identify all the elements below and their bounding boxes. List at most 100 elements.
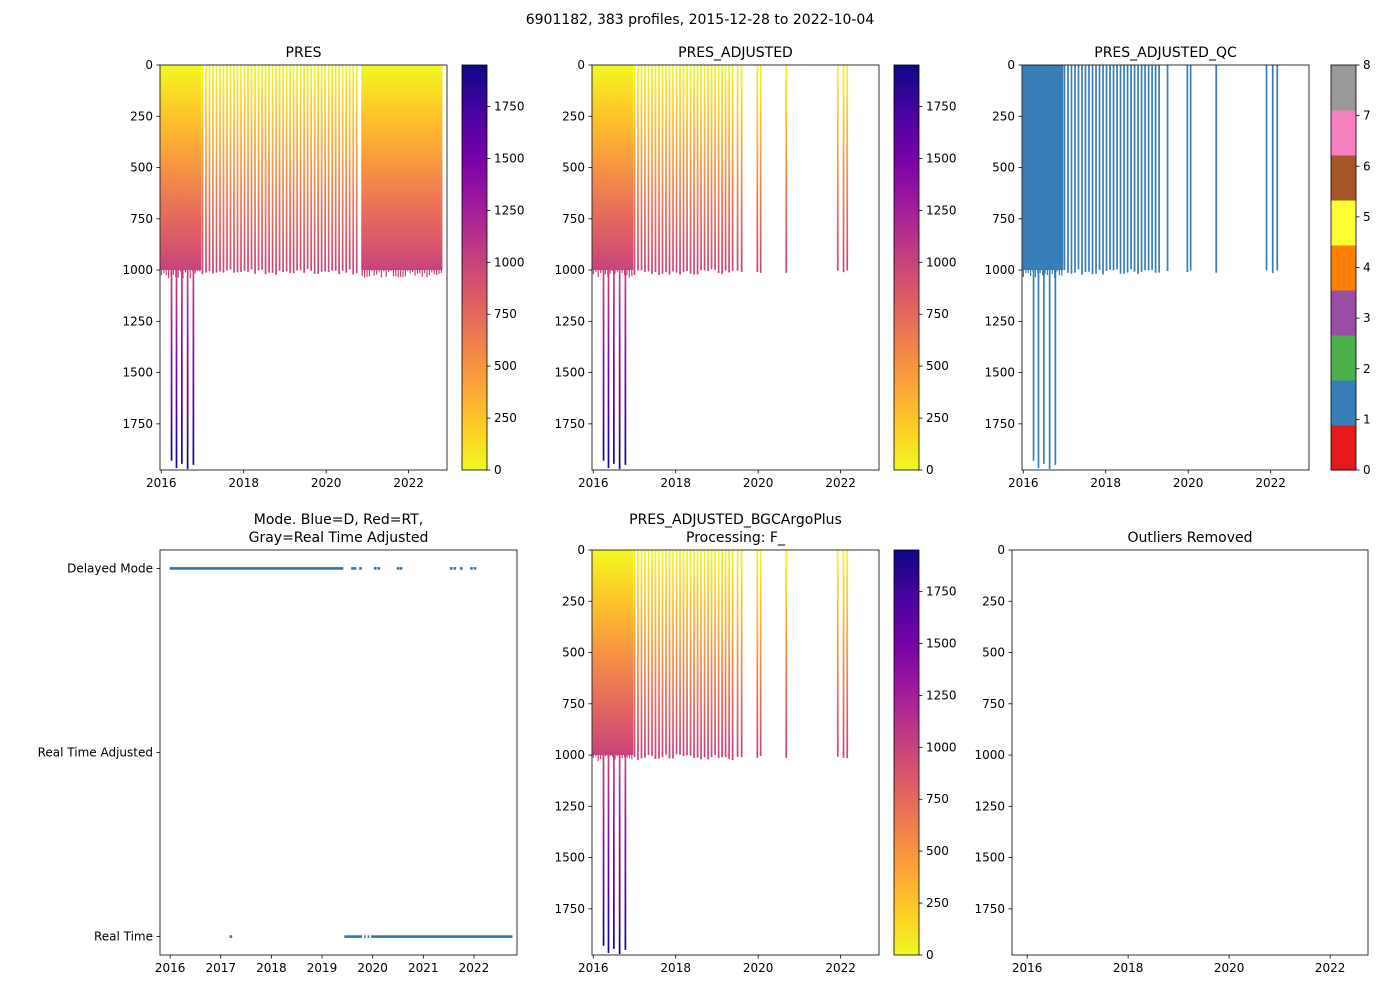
- tick-label: 0: [926, 463, 934, 477]
- panel-mode: 2016 2017 2018 2019 2020 2021 2022 Delayed Mode…: [38, 549, 518, 975]
- profile-line: [1084, 65, 1087, 272]
- profile-bottom-spike: [1056, 267, 1058, 272]
- profile-bottom-spike: [368, 267, 371, 277]
- tick-label: 0: [494, 463, 502, 477]
- profile-line: [661, 550, 664, 758]
- tick-label: 500: [926, 844, 949, 858]
- tick-label: 1250: [974, 799, 1005, 813]
- real-time-dot: [229, 935, 233, 938]
- profile-line: [633, 65, 636, 276]
- profile-bottom-spike: [402, 267, 404, 278]
- panel-title-pres-adjusted-qc: PRES_ADJUSTED_QC: [1094, 45, 1237, 61]
- profile-line: [1215, 65, 1218, 273]
- tick-label: 2020: [311, 476, 342, 490]
- profile-line: [602, 550, 605, 946]
- tick-label: 750: [562, 697, 585, 711]
- axes-frame: [1011, 549, 1369, 956]
- profile-line: [334, 65, 337, 271]
- profile-line: [1091, 65, 1094, 275]
- tick-label: 1250: [122, 314, 153, 328]
- tick-label: 250: [992, 109, 1015, 123]
- profile-line: [717, 65, 720, 274]
- tick-label: 750: [494, 307, 517, 321]
- profile-line: [842, 550, 845, 758]
- profile-line: [1166, 65, 1169, 272]
- tick-label: 5: [1363, 210, 1371, 224]
- profile-bottom-spike: [172, 267, 175, 275]
- tick-label: 1000: [494, 255, 525, 269]
- profile-bottom-spike: [592, 752, 595, 758]
- tick-label: 2016: [578, 961, 609, 975]
- profile-bottom-spike: [380, 267, 383, 278]
- profile-line: [682, 550, 685, 756]
- profile-line: [338, 65, 341, 275]
- profile-bottom-spike: [595, 752, 597, 757]
- colorbar-frame: [1330, 64, 1357, 471]
- profile-bottom-spike: [414, 267, 416, 276]
- profile-line: [618, 550, 621, 954]
- profile-bottom-spike: [371, 267, 373, 272]
- tick-label: 2018: [1090, 476, 1121, 490]
- colorbar-gradient: [894, 550, 919, 955]
- profile-line: [275, 65, 277, 275]
- profile-line: [717, 550, 720, 759]
- tick-label: 1750: [926, 100, 957, 114]
- profile-bottom-spike: [424, 267, 426, 274]
- profile-line: [693, 65, 695, 275]
- tick-label: 1000: [984, 263, 1015, 277]
- profile-bottom-spike: [621, 267, 623, 273]
- profile-line: [759, 65, 762, 273]
- profile-bottom-spike: [416, 267, 419, 274]
- dense-profile-block: [592, 550, 634, 756]
- profile-line: [836, 65, 839, 271]
- profile-line: [624, 550, 627, 950]
- profile-line: [714, 65, 716, 270]
- profile-bottom-spike: [1044, 267, 1046, 275]
- real-time-segment: [364, 935, 366, 938]
- tick-label: 4: [1363, 261, 1371, 275]
- profile-line: [317, 65, 319, 274]
- tick-label: 500: [130, 161, 153, 175]
- profile-line: [303, 65, 305, 273]
- profile-bottom-spike: [426, 267, 428, 278]
- tick-label: 500: [982, 646, 1005, 660]
- profile-line: [736, 65, 739, 271]
- profile-line: [348, 65, 351, 270]
- profile-line: [1276, 65, 1279, 271]
- profile-line: [665, 65, 667, 273]
- tick-label: 2018: [660, 476, 691, 490]
- profile-line: [310, 65, 312, 271]
- tick-label: 1500: [926, 151, 957, 165]
- profile-line: [254, 65, 256, 274]
- profile-line: [345, 65, 348, 273]
- profile-line: [654, 550, 657, 759]
- profile-line: [296, 65, 298, 271]
- tick-label: Delayed Mode: [67, 561, 153, 575]
- tick-label: 2022: [393, 476, 424, 490]
- profile-line: [1154, 65, 1157, 273]
- profile-line: [1119, 65, 1122, 274]
- profile-bottom-spike: [412, 267, 414, 272]
- profile-line: [186, 65, 189, 469]
- profile-line: [1137, 65, 1139, 275]
- profile-line: [181, 65, 183, 464]
- tick-label: 1500: [122, 366, 153, 380]
- real-time-segment: [344, 935, 363, 938]
- tick-label: 2016: [1008, 476, 1039, 490]
- delayed-mode-dot: [351, 567, 354, 570]
- profile-line: [679, 550, 681, 755]
- profile-line: [731, 65, 734, 271]
- profile-line: [1151, 65, 1153, 271]
- profile-line: [647, 550, 650, 756]
- dense-profile-block: [1022, 65, 1064, 271]
- panel-title-outliers: Outliers Removed: [1127, 530, 1253, 546]
- profile-line: [201, 65, 204, 275]
- profile-bottom-spike: [1030, 267, 1032, 277]
- panel-title-pres-adjusted: PRES_ADJUSTED: [678, 45, 793, 61]
- axes-frame: [591, 549, 880, 956]
- colorbar-cell: [1331, 335, 1356, 381]
- tick-label: 2022: [459, 961, 490, 975]
- profile-line: [233, 65, 235, 273]
- colorbar-cell: [1331, 155, 1356, 201]
- profile-bottom-spike: [431, 267, 433, 273]
